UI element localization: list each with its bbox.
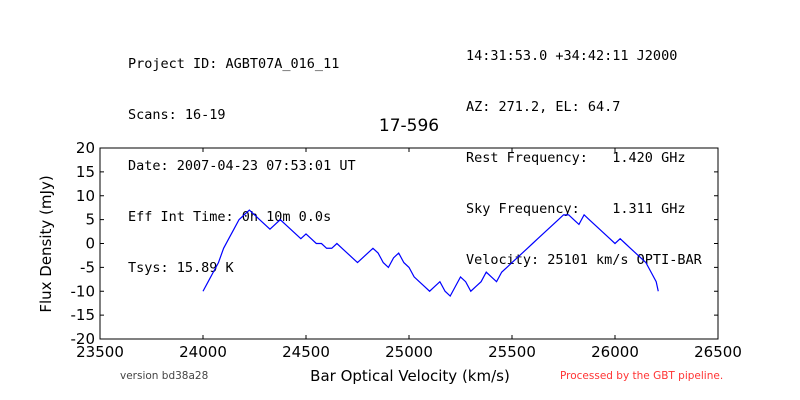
x-tick-label: 25500: [488, 343, 536, 361]
chart-title: 17-596: [378, 116, 440, 136]
integration-time-text: Eff Int Time: 0h 10m 0.0s: [128, 209, 332, 225]
y-tick-label: -15: [71, 306, 96, 324]
x-axis-label: Bar Optical Velocity (km/s): [310, 367, 510, 385]
observation-info-right: 14:31:53.0 +34:42:11 J2000 AZ: 271.2, EL…: [466, 14, 702, 286]
velocity-text: Velocity: 25101 km/s OPTI-BAR: [466, 252, 702, 268]
pipeline-credit-text: Processed by the GBT pipeline.: [560, 370, 724, 382]
y-axis-label: Flux Density (mJy): [37, 175, 55, 313]
spectrum-series-line: [202, 209, 659, 297]
az-el-text: AZ: 271.2, EL: 64.7: [466, 99, 621, 115]
y-tick-label: 5: [85, 211, 95, 229]
x-tick-label: 25000: [385, 343, 433, 361]
x-tick-label: 24500: [282, 343, 330, 361]
date-text: Date: 2007-04-23 07:53:01 UT: [128, 158, 356, 174]
y-tick-label: -10: [71, 282, 96, 300]
y-tick-label: 15: [76, 163, 95, 181]
y-tick-label: -5: [80, 258, 95, 276]
observation-info-left: Project ID: AGBT07A_016_11 Scans: 16-19 …: [128, 22, 356, 294]
x-tick-label: 23500: [76, 343, 124, 361]
y-tick-label: 20: [76, 139, 95, 157]
y-tick-label: 0: [85, 235, 95, 253]
project-id-text: Project ID: AGBT07A_016_11: [128, 56, 340, 72]
y-tick-label: 10: [76, 187, 95, 205]
coordinates-text: 14:31:53.0 +34:42:11 J2000: [466, 48, 678, 64]
version-text: version bd38a28: [120, 370, 209, 382]
y-tick-label: -20: [71, 330, 96, 348]
x-tick-label: 24000: [179, 343, 227, 361]
rest-frequency-text: Rest Frequency: 1.420 GHz: [466, 150, 686, 166]
sky-frequency-text: Sky Frequency: 1.311 GHz: [466, 201, 686, 217]
scans-text: Scans: 16-19: [128, 107, 226, 123]
x-tick-label: 26000: [591, 343, 639, 361]
tsys-text: Tsys: 15.89 K: [128, 260, 234, 276]
x-tick-label: 26500: [694, 343, 742, 361]
